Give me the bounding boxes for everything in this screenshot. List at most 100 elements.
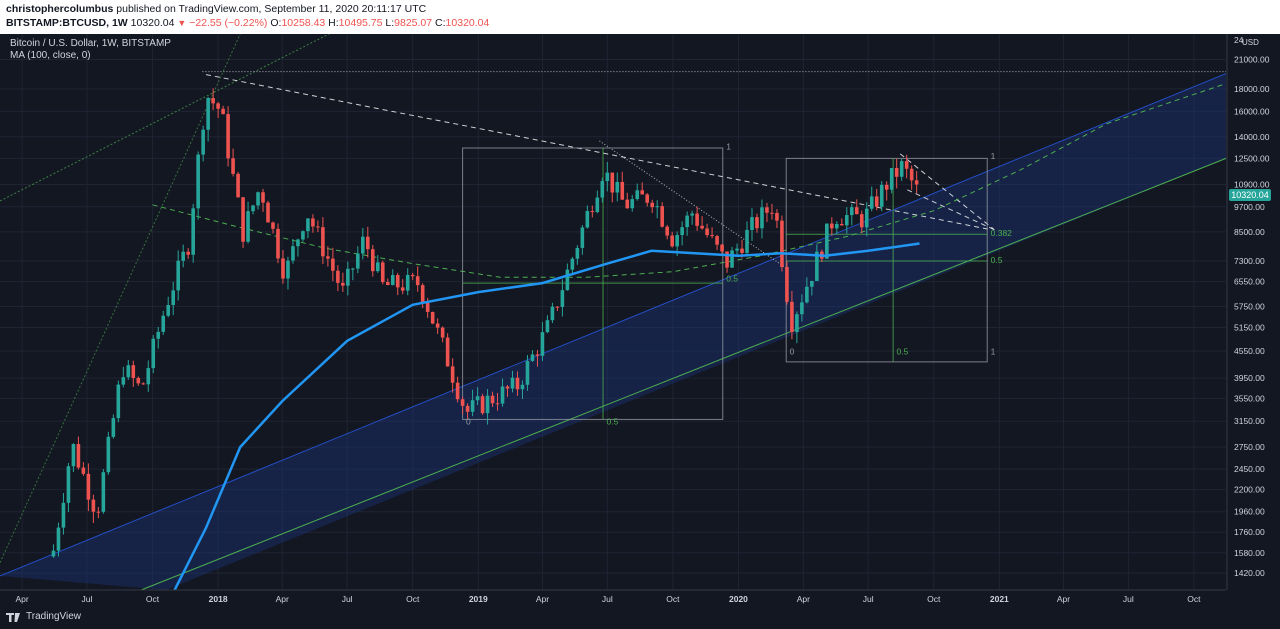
- candle-body: [435, 323, 440, 328]
- price-tick-label: 2750.00: [1234, 442, 1265, 452]
- candle-body: [630, 199, 635, 209]
- candle-body: [535, 354, 540, 356]
- tradingview-logo-icon: [6, 613, 20, 622]
- candle-body: [445, 337, 450, 367]
- candle-body: [735, 248, 739, 251]
- candle-body: [206, 98, 210, 130]
- price-tick-label: 2200.00: [1234, 485, 1265, 495]
- time-tick-label: Jul: [1123, 594, 1134, 604]
- candle-body: [201, 129, 205, 155]
- candle-body: [884, 184, 889, 190]
- candle-body: [705, 228, 709, 236]
- legend-indicator: MA (100, close, 0): [10, 50, 91, 61]
- price-tick-label: 14000.00: [1234, 132, 1270, 142]
- candle-body: [126, 365, 131, 378]
- candle-body: [121, 377, 126, 385]
- candle-body: [550, 306, 555, 321]
- candle-body: [420, 285, 425, 303]
- candle-body: [405, 274, 410, 291]
- price-tick-label: 6550.00: [1234, 277, 1265, 287]
- candle-body: [914, 180, 919, 185]
- candle-body: [500, 386, 505, 404]
- candle-body: [341, 282, 345, 286]
- candle-body: [116, 384, 121, 419]
- time-tick-label: Apr: [1057, 594, 1070, 604]
- price-change: −22.55 (−0.22%): [189, 17, 268, 29]
- candle-body: [131, 365, 136, 378]
- candle-body: [640, 190, 645, 195]
- symbol-name: BITSTAMP:BTCUSD, 1W: [6, 17, 128, 29]
- candle-body: [261, 192, 265, 203]
- ohlc-close: 10320.04: [445, 17, 490, 29]
- candle-body: [645, 194, 650, 203]
- candle-body: [505, 386, 510, 389]
- candle-body: [216, 103, 220, 109]
- candle-body: [296, 239, 300, 247]
- author-name[interactable]: christophercolumbus: [6, 3, 114, 15]
- price-tick-label: 12500.00: [1234, 153, 1270, 163]
- candle-body: [171, 290, 176, 306]
- candle-body: [356, 253, 360, 269]
- candle-body: [785, 267, 789, 302]
- candle-body: [286, 260, 290, 279]
- time-tick-label: Oct: [146, 594, 160, 604]
- candle-body: [670, 235, 674, 247]
- candle-body: [695, 213, 699, 226]
- moving-average-layer: [173, 242, 920, 591]
- candle-body: [625, 199, 630, 209]
- time-tick-label: Jul: [602, 594, 613, 604]
- candle-body: [610, 172, 615, 193]
- symbol-line: BITSTAMP:BTCUSD, 1W 10320.04 ▼ −22.55 (−…: [6, 17, 489, 29]
- dashed-ma-curve: [152, 83, 1227, 278]
- candle-body: [336, 270, 340, 283]
- candle-body: [395, 275, 400, 288]
- time-tick-label: 2018: [209, 594, 228, 604]
- candle-body: [879, 184, 884, 207]
- candle-body: [740, 248, 744, 253]
- candle-body: [141, 383, 146, 385]
- price-chart[interactable]: 0.5 0.5 0.5 0.5 0.382 1 0 0 1 1 21000.00 18000.00 1…: [0, 34, 1280, 606]
- candle-body: [390, 275, 395, 286]
- candle-body: [874, 196, 879, 207]
- candle-body: [745, 229, 749, 253]
- candle-body: [605, 172, 610, 182]
- candle-body: [585, 211, 590, 228]
- candle-body: [380, 262, 385, 283]
- price-tick-label: 9700.00: [1234, 202, 1265, 212]
- candle-body: [635, 190, 640, 200]
- candle-body: [166, 305, 171, 316]
- candle-body: [765, 207, 769, 213]
- candle-body: [470, 400, 475, 412]
- fib-label: 0.382: [991, 228, 1013, 238]
- candle-body: [510, 377, 515, 389]
- grid-lines: [0, 34, 1226, 590]
- time-tick-label: 2019: [469, 594, 488, 604]
- candle-body: [495, 403, 500, 405]
- candle-body: [800, 302, 804, 315]
- candle-body: [236, 173, 240, 198]
- fib-label: 0.5: [991, 255, 1003, 265]
- publish-header: christophercolumbus published on Trading…: [0, 0, 1280, 34]
- candle-body: [211, 98, 215, 104]
- fib-box-2020: [785, 157, 988, 363]
- last-price: 10320.04: [130, 17, 175, 29]
- candle-body: [301, 231, 305, 240]
- trend-channel-fill: [0, 73, 1226, 590]
- price-tick-label: 1420.00: [1234, 568, 1265, 578]
- candle-body: [810, 280, 814, 287]
- candle-body: [415, 276, 420, 286]
- candle-body: [281, 258, 285, 279]
- fib-label: 0.5: [897, 346, 909, 356]
- candle-body: [480, 396, 485, 414]
- time-tick-label: Apr: [536, 594, 549, 604]
- tradingview-brand[interactable]: TradingView: [26, 611, 82, 622]
- candle-body: [276, 228, 280, 259]
- candle-body: [730, 250, 734, 268]
- price-tick-label: 3950.00: [1234, 373, 1265, 383]
- candle-body: [545, 320, 550, 333]
- candle-body: [251, 205, 255, 212]
- time-axis[interactable]: Apr Jul Oct 2018 Apr Jul Oct 2019 Apr Jul Oct 2020 A…: [0, 589, 1226, 604]
- candle-body: [266, 202, 270, 223]
- time-tick-label: Oct: [1187, 594, 1201, 604]
- price-axis[interactable]: 21000.00 18000.00 16000.00 14000.00 12500.00…: [1226, 34, 1270, 590]
